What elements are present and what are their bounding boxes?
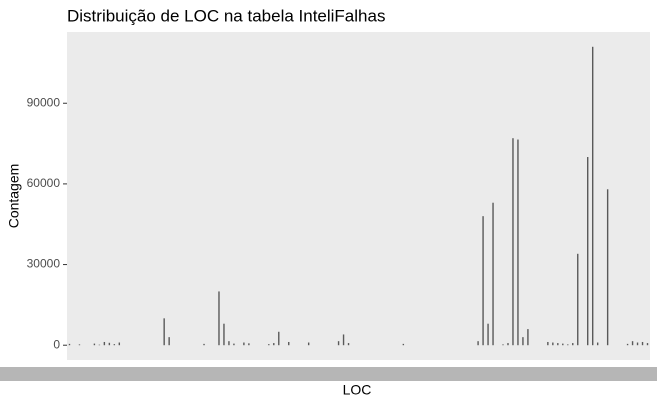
- bar: [522, 337, 524, 346]
- y-axis-label: Contagem: [6, 164, 22, 229]
- bar: [591, 46, 594, 346]
- bar: [243, 342, 245, 346]
- bar: [517, 139, 519, 346]
- bar: [347, 343, 350, 346]
- bar: [636, 342, 639, 346]
- bar: [562, 343, 564, 346]
- bar: [631, 341, 634, 346]
- bar: [567, 344, 569, 346]
- bar: [228, 341, 230, 346]
- bar: [507, 343, 509, 346]
- bar: [626, 343, 629, 346]
- bar: [288, 341, 290, 346]
- bar: [606, 189, 609, 346]
- bar: [527, 329, 529, 346]
- bar: [203, 343, 205, 346]
- bar: [113, 344, 116, 346]
- bar: [93, 343, 96, 346]
- bar: [487, 323, 489, 346]
- bar: [218, 291, 220, 346]
- bar: [596, 342, 599, 346]
- bar: [98, 344, 101, 346]
- bar: [233, 343, 235, 346]
- bar: [248, 343, 250, 346]
- bar: [512, 138, 514, 346]
- bar: [572, 343, 574, 346]
- bar: [547, 341, 549, 346]
- y-tick-label: 90000: [27, 95, 61, 109]
- bar: [68, 343, 71, 346]
- bar: [337, 341, 340, 346]
- bar: [482, 216, 484, 346]
- bar: [402, 343, 405, 346]
- bar: [268, 344, 270, 346]
- bar: [552, 342, 554, 346]
- bar: [307, 342, 310, 346]
- bar: [492, 202, 494, 346]
- bar: [168, 337, 170, 346]
- bar: [78, 344, 81, 346]
- y-tick-label: 60000: [27, 176, 61, 190]
- bar: [646, 343, 649, 346]
- bar: [557, 343, 559, 346]
- panel: [67, 32, 650, 360]
- bar: [502, 344, 504, 346]
- bar: [577, 253, 579, 346]
- x-axis-label: LOC: [343, 382, 372, 398]
- bar: [278, 331, 280, 346]
- bar: [477, 341, 479, 346]
- bar: [103, 341, 106, 346]
- bar: [118, 342, 121, 346]
- y-tick-label: 0: [53, 337, 60, 351]
- bar: [163, 318, 165, 346]
- bar: [108, 342, 111, 346]
- bar: [273, 343, 275, 346]
- bar: [342, 334, 345, 346]
- bar: [641, 341, 644, 346]
- bar: [223, 323, 225, 346]
- chart-title: Distribuição de LOC na tabela InteliFalh…: [67, 6, 385, 25]
- bar: [587, 157, 589, 346]
- y-tick-label: 30000: [27, 257, 61, 271]
- illegible-x-labels: [0, 367, 657, 381]
